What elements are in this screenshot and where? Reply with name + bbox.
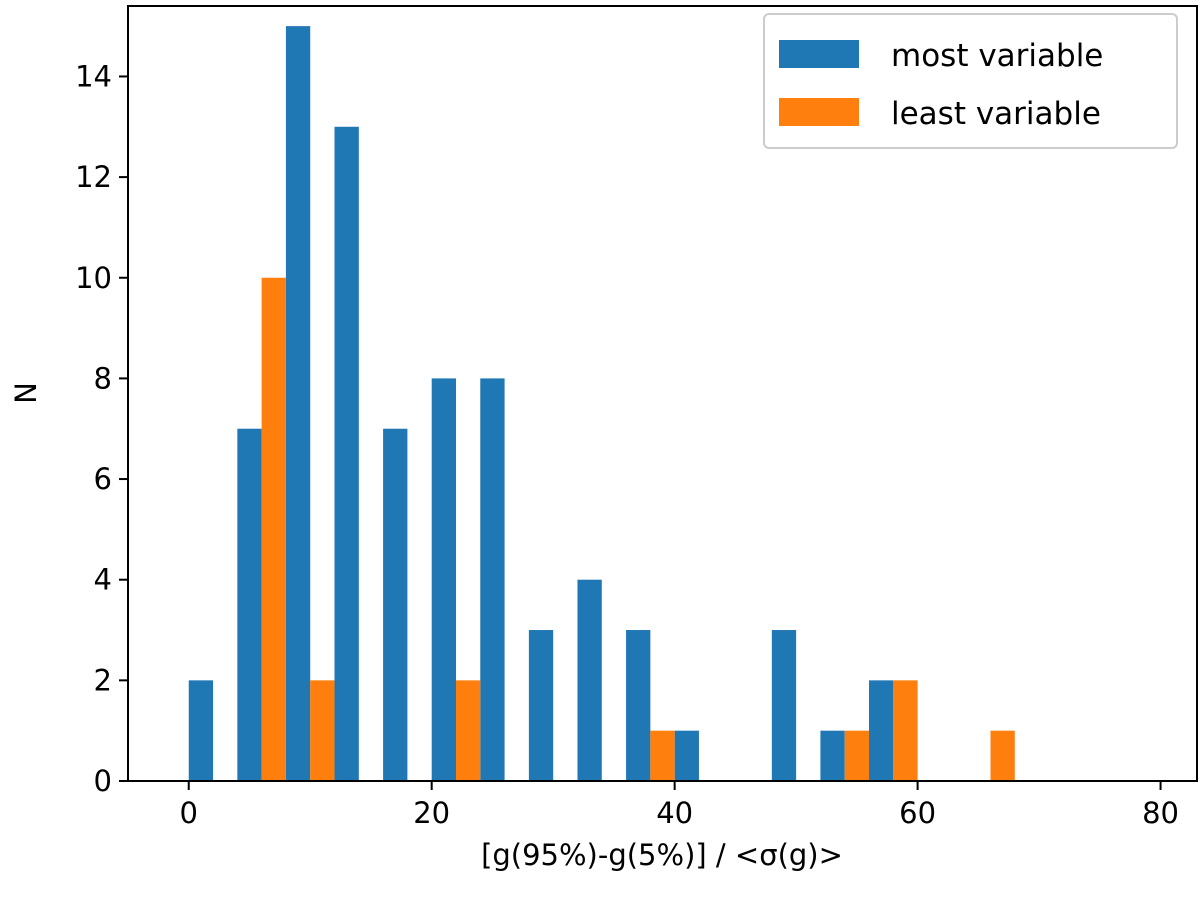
x-tick-label: 60 bbox=[899, 796, 936, 830]
bar-most-variable-bin-6 bbox=[480, 378, 505, 781]
x-tick-label: 20 bbox=[413, 796, 450, 830]
bar-least-variable-bin-16 bbox=[990, 730, 1015, 781]
bar-most-variable-bin-13 bbox=[820, 730, 845, 781]
bar-most-variable-bin-8 bbox=[577, 579, 602, 781]
legend-label-least-variable: least variable bbox=[891, 96, 1101, 132]
bars-group bbox=[188, 26, 1015, 781]
ticks-group: 0 20 40 60 80 0 2 4 6 8 10 12 14 bbox=[75, 59, 1179, 830]
y-tick-label: 10 bbox=[75, 261, 112, 295]
bar-most-variable-bin-5 bbox=[431, 378, 456, 781]
bar-most-variable-bin-14 bbox=[869, 680, 894, 781]
bar-least-variable-bin-14 bbox=[893, 680, 918, 781]
bar-least-variable-bin-9 bbox=[650, 730, 675, 781]
bar-most-variable-bin-7 bbox=[528, 630, 554, 781]
bar-most-variable-bin-4 bbox=[383, 428, 408, 781]
bar-least-variable-bin-1 bbox=[261, 277, 286, 781]
x-tick-label: 0 bbox=[180, 796, 198, 830]
bar-most-variable-bin-12 bbox=[771, 630, 797, 781]
y-tick-label: 8 bbox=[94, 361, 112, 395]
y-tick-label: 14 bbox=[75, 59, 112, 93]
bar-most-variable-bin-3 bbox=[334, 126, 359, 781]
x-tick-label: 80 bbox=[1142, 796, 1179, 830]
legend-swatch-least-variable bbox=[779, 98, 859, 126]
legend-label-most-variable: most variable bbox=[891, 38, 1103, 74]
bar-most-variable-bin-9 bbox=[626, 630, 651, 781]
legend-box bbox=[763, 13, 1178, 149]
y-axis-label: N bbox=[9, 382, 43, 404]
y-tick-label: 12 bbox=[75, 160, 112, 194]
legend-swatch-most-variable bbox=[779, 40, 859, 68]
bar-most-variable-bin-1 bbox=[237, 428, 262, 781]
y-tick-label: 2 bbox=[94, 663, 112, 697]
y-tick-label: 0 bbox=[94, 764, 112, 798]
y-tick-label: 6 bbox=[94, 462, 112, 496]
x-axis-label: [g(95%)-g(5%)] / <σ(g)> bbox=[481, 838, 843, 872]
bar-most-variable-bin-0 bbox=[188, 680, 214, 781]
bar-least-variable-bin-2 bbox=[310, 680, 335, 781]
bar-most-variable-bin-10 bbox=[674, 730, 699, 781]
bar-most-variable-bin-2 bbox=[285, 26, 311, 781]
plot-frame bbox=[127, 5, 1198, 782]
bar-least-variable-bin-5 bbox=[455, 680, 481, 781]
legend: most variable least variable bbox=[763, 13, 1178, 149]
bar-least-variable-bin-13 bbox=[844, 730, 870, 781]
y-tick-label: 4 bbox=[94, 563, 112, 597]
x-tick-label: 40 bbox=[656, 796, 693, 830]
